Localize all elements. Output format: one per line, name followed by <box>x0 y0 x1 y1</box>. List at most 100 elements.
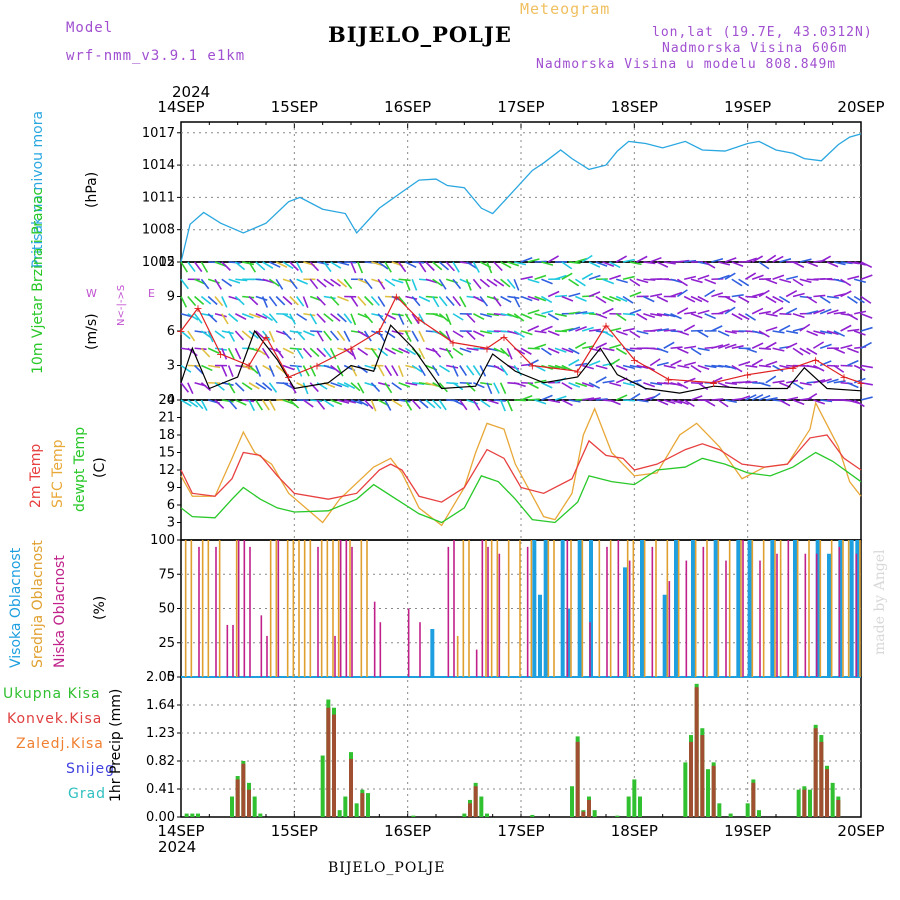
date-label-top: 20SEP <box>837 98 884 116</box>
wind-arrow <box>330 295 340 306</box>
wind-arrow <box>677 307 689 315</box>
wind-arrow <box>717 343 730 350</box>
gust-marker: + <box>193 302 202 315</box>
wind-arrow <box>595 376 607 384</box>
wind-arrow <box>819 378 832 384</box>
wind-arrow <box>656 399 669 406</box>
wind-arrow <box>398 347 410 355</box>
precip-total-bar <box>343 796 348 817</box>
wind-arrow <box>711 257 724 263</box>
wind-arrow <box>697 295 709 303</box>
wind-arrow <box>765 326 778 332</box>
legend-freezing: Zaledj.Kisa <box>16 736 104 752</box>
wind-arrow <box>268 382 278 393</box>
wind-arrow <box>772 347 785 352</box>
wind-arrow <box>377 347 389 357</box>
wind-arrow <box>446 381 459 385</box>
wind-arrow <box>629 278 641 287</box>
wind-arrow <box>377 278 386 290</box>
wind-arrow <box>704 399 716 407</box>
wind-arrow <box>350 365 358 377</box>
wind-arrow <box>527 398 540 401</box>
wind-arrow <box>275 364 286 374</box>
wind-arrow <box>731 313 743 321</box>
wind-arrow <box>268 330 275 343</box>
wind-arrow <box>513 278 520 291</box>
wind-arrow <box>833 261 846 266</box>
wind-arrow <box>554 294 568 298</box>
wind-arrow <box>561 327 574 332</box>
wind-arrow <box>513 330 525 338</box>
precip-conv-bar <box>235 779 240 817</box>
wind-arrow <box>473 330 485 337</box>
wind-arrow <box>309 313 318 325</box>
wind-arrow <box>568 311 581 315</box>
wind-arrow <box>228 313 239 323</box>
wind-arrow <box>758 310 771 315</box>
wind-arrow <box>765 254 777 263</box>
wind-arrow <box>499 382 507 395</box>
wind-arrow <box>643 261 656 265</box>
wind-arrow <box>309 382 319 393</box>
legend-convective: Konvek.Kisa <box>7 711 103 727</box>
wind-arrow <box>330 364 341 374</box>
station-title: BIJELO_POLJE <box>328 22 512 47</box>
wind-arrow <box>459 365 468 376</box>
gust-marker: + <box>346 342 355 355</box>
wind-arrow <box>493 347 506 355</box>
wind-arrow <box>411 278 418 291</box>
wind-arrow <box>446 399 459 402</box>
wind-arrow <box>493 399 506 402</box>
wind-arrow <box>255 261 266 271</box>
wind-arrow <box>472 399 481 411</box>
wind-arrow <box>262 313 274 322</box>
wind-arrow <box>357 399 369 407</box>
wind-arrow <box>772 307 784 315</box>
wind-arrow <box>438 295 448 307</box>
wind-arrow <box>289 313 296 325</box>
precip-total-bar <box>808 789 812 817</box>
gust-marker: + <box>856 377 865 390</box>
wind-arrow <box>820 330 833 335</box>
elevation-text: Nadmorska Visina 606m <box>662 41 848 56</box>
wind-arrow <box>418 399 429 409</box>
wind-arrow <box>731 344 744 350</box>
wind-arrow <box>289 347 302 351</box>
wind-arrow <box>629 291 642 298</box>
gust-marker: + <box>448 337 457 350</box>
wind-arrow <box>575 325 587 332</box>
precip-total-bar <box>184 813 189 817</box>
wind-arrow <box>670 313 682 320</box>
wind-arrow <box>241 382 253 391</box>
precip-total-bar <box>638 796 642 817</box>
wind-arrow <box>411 399 421 410</box>
wind-arrow <box>323 261 332 273</box>
wind-arrow <box>581 364 594 370</box>
gust-marker: + <box>176 325 185 338</box>
wind-arrow <box>404 399 413 411</box>
wind-arrow <box>513 381 526 388</box>
wind-arrow <box>207 313 218 323</box>
wind-arrow <box>187 330 196 342</box>
wind-arrow <box>330 313 341 322</box>
wind-arrow <box>193 313 203 324</box>
wind-arrow <box>847 275 860 281</box>
wind-arrow <box>364 399 374 410</box>
wind-arrow <box>228 278 241 284</box>
wind-arrow <box>200 261 209 273</box>
wind-arrow <box>452 278 462 290</box>
wind-arrow <box>242 261 255 266</box>
wind-arrow <box>778 295 791 304</box>
wind-arrow <box>207 295 218 306</box>
precip-total-bar <box>632 779 637 817</box>
wind-arrow <box>792 399 805 406</box>
wind-arrow <box>452 399 465 407</box>
wind-arrow <box>704 289 716 298</box>
y-tick-label-4: 0.82 <box>146 754 175 769</box>
wind-arrow <box>683 361 696 367</box>
wind-arrow <box>697 330 709 338</box>
wind-arrow <box>656 261 669 268</box>
wind-arrow <box>581 254 593 263</box>
wind-arrow <box>514 399 527 402</box>
wind-arrow <box>751 358 763 367</box>
